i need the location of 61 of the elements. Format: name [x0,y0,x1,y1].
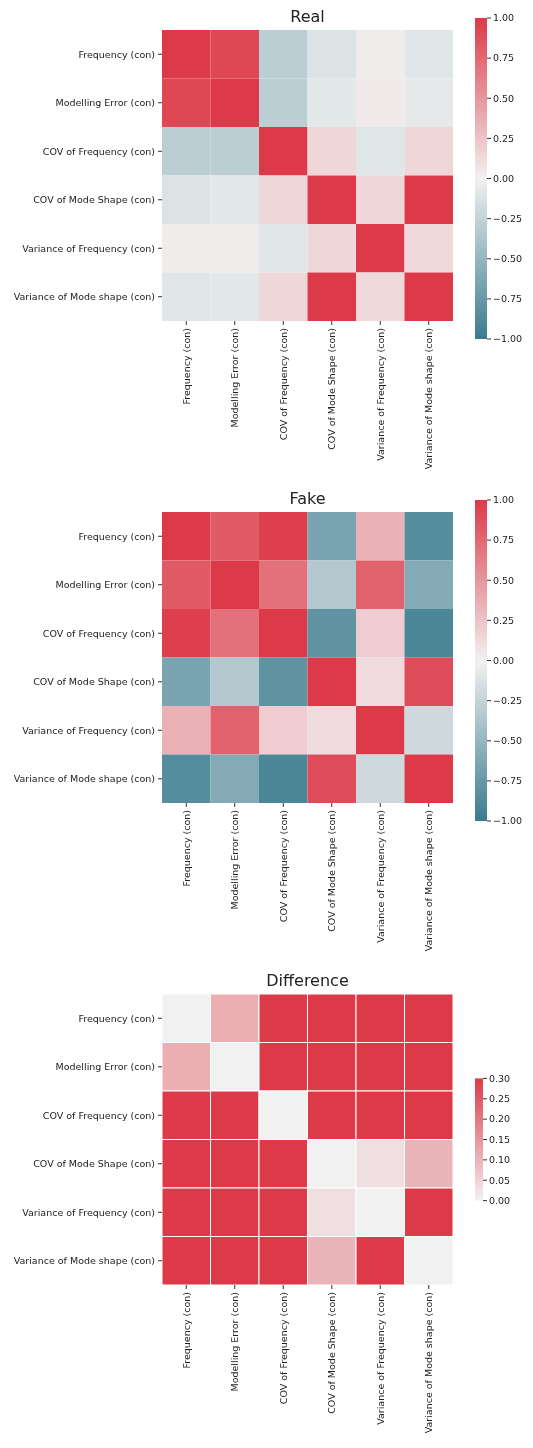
x-tick-label: COV of Frequency (con) [277,810,289,923]
color-bar-label: −0.75 [493,775,523,787]
color-bar-label: −0.50 [493,253,523,265]
color-bar-label: −0.75 [493,293,523,305]
y-tick-label: COV of Mode Shape (con) [33,1158,155,1170]
chart-title: Real [290,7,325,26]
color-bar-label: −0.50 [493,735,523,747]
x-tick-label: Variance of Frequency (con) [374,1292,386,1425]
x-tick-label: COV of Mode Shape (con) [326,328,338,450]
color-bar-label: 0.30 [489,1072,511,1084]
x-tick-label: Variance of Frequency (con) [374,810,386,943]
color-bar-label: 0.15 [489,1133,511,1145]
color-bar-label: 0.50 [493,574,515,586]
x-tick-label: Modelling Error (con) [229,1292,241,1392]
y-tick-label: Modelling Error (con) [55,97,155,109]
y-tick-label: Frequency (con) [78,1012,155,1024]
x-tick-label: COV of Mode Shape (con) [326,810,338,932]
y-tick-label: COV of Frequency (con) [42,1109,155,1121]
y-tick-label: Frequency (con) [78,48,155,60]
color-bar-label: 0.25 [493,614,515,626]
y-tick-label: Variance of Mode shape (con) [13,773,155,785]
y-tick-label: COV of Frequency (con) [42,627,155,639]
y-tick-label: Variance of Frequency (con) [22,724,155,736]
x-tick-label: Variance of Mode shape (con) [423,328,435,470]
chart-title: Difference [266,971,349,990]
color-bar-label: 1.00 [493,494,515,506]
color-bar-label: 0.75 [493,52,515,64]
y-tick-label: Variance of Frequency (con) [22,242,155,254]
x-tick-label: COV of Frequency (con) [277,328,289,441]
color-bar-label: 0.10 [489,1154,511,1166]
color-bar-label: 0.50 [493,92,515,104]
x-tick-label: Variance of Frequency (con) [374,328,386,461]
y-tick-label: COV of Mode Shape (con) [33,676,155,688]
y-tick-label: Frequency (con) [78,530,155,542]
y-tick-label: COV of Mode Shape (con) [33,194,155,206]
color-bar-label: −1.00 [493,333,523,345]
y-tick-label: Modelling Error (con) [55,1061,155,1073]
x-tick-label: Modelling Error (con) [229,328,241,428]
y-tick-label: Variance of Mode shape (con) [13,291,155,303]
chart-title: Fake [289,489,326,508]
color-bar-label: 0.05 [489,1174,511,1186]
x-tick-label: COV of Mode Shape (con) [326,1292,338,1414]
color-bar-label: −1.00 [493,815,523,827]
color-bar-label: −0.25 [493,212,523,224]
color-bar-label: 0.00 [493,172,515,184]
x-tick-label: COV of Frequency (con) [277,1292,289,1405]
x-tick-label: Variance of Mode shape (con) [423,1292,435,1434]
y-tick-label: COV of Frequency (con) [42,145,155,157]
x-tick-label: Variance of Mode shape (con) [423,810,435,952]
y-tick-label: Variance of Mode shape (con) [13,1255,155,1267]
color-bar-label: 0.00 [489,1194,511,1206]
color-bar-label: −0.25 [493,694,523,706]
color-bar-label: 0.25 [489,1093,511,1105]
color-bar-label: 0.20 [489,1113,511,1125]
color-bar-label: 0.25 [493,132,515,144]
color-bar-label: 1.00 [493,12,515,24]
y-tick-label: Modelling Error (con) [55,579,155,591]
y-tick-label: Variance of Frequency (con) [22,1206,155,1218]
color-bar-label: 0.75 [493,534,515,546]
color-bar-label: 0.00 [493,654,515,666]
x-tick-label: Modelling Error (con) [229,810,241,910]
